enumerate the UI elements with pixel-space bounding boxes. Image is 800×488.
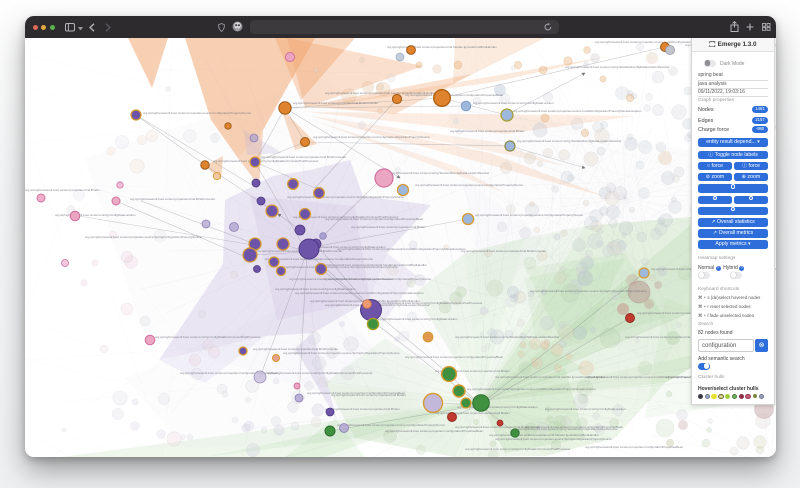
svg-text:org.springframework.boot.conte: org.springframework.boot.context.propert… (143, 111, 251, 115)
svg-text:org.springframework.boot.conte: org.springframework.boot.context.propert… (25, 188, 100, 192)
svg-text:org.springframework.boot.conte: org.springframework.boot.context.config.… (155, 335, 261, 339)
svg-text:org.springframework.boot.conte: org.springframework.boot.context.config.… (267, 371, 373, 375)
svg-text:org.springframework.boot.conte: org.springframework.boot.context.config.… (385, 171, 490, 175)
svg-text:org.springframework.boot.conte: org.springframework.boot.context.config.… (377, 317, 458, 321)
svg-text:org.springframework.boot.conte: org.springframework.boot.context.propert… (405, 93, 503, 97)
svg-text:org.springframework.boot.conte: org.springframework.boot.context.propert… (323, 277, 431, 281)
svg-text:org.springframework.boot.conte: org.springframework.boot.context.propert… (313, 135, 430, 139)
svg-text:org.springframework.boot.conte: org.springframework.boot.context.propert… (475, 213, 583, 217)
svg-text:org.springframework.boot.conte: org.springframework.boot.context.propert… (337, 247, 466, 251)
svg-text:org.springframework.boot.conte: org.springframework.boot.context.config.… (293, 215, 399, 219)
svg-text:org.springframework.boot.conte: org.springframework.boot.context.propert… (595, 40, 724, 44)
svg-text:org.springframework.boot.conte: org.springframework.boot.context.propert… (261, 155, 346, 159)
svg-text:org.springframework.boot.conte: org.springframework.boot.context.propert… (585, 375, 714, 379)
svg-text:org.springframework.boot.conte: org.springframework.boot.context.propert… (585, 445, 683, 449)
svg-text:org.springframework.boot.conte: org.springframework.boot.context.propert… (331, 393, 406, 397)
svg-text:org.springframework.boot.conte: org.springframework.boot.context.propert… (293, 101, 378, 105)
svg-text:org.springframework.boot.conte: org.springframework.boot.context.config.… (275, 287, 356, 291)
svg-text:org.springframework.boot.conte: org.springframework.boot.context.propert… (325, 407, 400, 411)
svg-text:org.springframework.boot.conte: org.springframework.boot.context.propert… (387, 45, 497, 49)
svg-text:org.springframework.boot.conte: org.springframework.boot.context.propert… (351, 225, 426, 229)
svg-text:org.springframework.boot.conte: org.springframework.boot.context.propert… (435, 369, 510, 373)
svg-text:org.springframework.boot.conte: org.springframework.boot.context.config.… (565, 65, 670, 69)
svg-text:org.springframework.boot.conte: org.springframework.boot.context.config.… (457, 405, 538, 409)
svg-text:org.springframework.boot.conte: org.springframework.boot.context.propert… (625, 335, 700, 339)
svg-text:org.springframework.boot.conte: org.springframework.boot.context.config.… (455, 335, 560, 339)
svg-text:org.springframework.boot.conte: org.springframework.boot.context.propert… (325, 217, 423, 221)
svg-text:org.springframework.boot.conte: org.springframework.boot.context.config.… (517, 139, 622, 143)
svg-text:org.springframework.boot.conte: org.springframework.boot.context.propert… (317, 263, 427, 267)
svg-text:org.springframework.boot.conte: org.springframework.boot.context.propert… (283, 351, 400, 355)
svg-text:org.springframework.boot.conte: org.springframework.boot.context.config.… (213, 159, 319, 163)
svg-text:org.springframework.boot.conte: org.springframework.boot.context.propert… (530, 289, 647, 293)
svg-text:org.springframework.boot.conte: org.springframework.boot.context.propert… (325, 91, 435, 95)
svg-text:org.springframework.boot.conte: org.springframework.boot.context.propert… (307, 391, 405, 395)
svg-text:org.springframework.boot.conte: org.springframework.boot.context.propert… (450, 129, 525, 133)
svg-text:org.springframework.boot.conte: org.springframework.boot.context.propert… (180, 371, 278, 375)
svg-text:org.springframework.boot.conte: org.springframework.boot.context.config.… (289, 277, 394, 281)
svg-text:org.springframework.boot.conte: org.springframework.boot.context.propert… (495, 437, 612, 441)
svg-text:org.springframework.boot.conte: org.springframework.boot.context.propert… (435, 411, 510, 415)
svg-text:org.springframework.boot.conte: org.springframework.boot.context.propert… (525, 425, 623, 429)
svg-text:org.springframework.boot.conte: org.springframework.boot.context.propert… (85, 235, 202, 239)
svg-text:org.springframework.boot.conte: org.springframework.boot.context.propert… (513, 109, 642, 113)
svg-text:org.springframework.boot.conte: org.springframework.boot.context.propert… (489, 433, 599, 437)
svg-text:org.springframework.boot.conte: org.springframework.boot.context.config.… (465, 447, 571, 451)
svg-text:org.springframework.boot.conte: org.springframework.boot.context.config.… (545, 407, 626, 411)
svg-text:org.springframework.boot.conte: org.springframework.boot.context.config.… (473, 101, 554, 105)
svg-text:org.springframework.boot.conte: org.springframework.boot.context.propert… (337, 423, 445, 427)
svg-text:org.springframework.boot.conte: org.springframework.boot.context.propert… (287, 195, 404, 199)
svg-text:org.springframework.boot.conte: org.springframework.boot.context.propert… (130, 197, 215, 201)
svg-text:org.springframework.boot.conte: org.springframework.boot.context.config.… (305, 245, 386, 249)
svg-text:org.springframework.boot.conte: org.springframework.boot.context.config.… (55, 213, 136, 217)
svg-text:org.springframework.boot.conte: org.springframework.boot.context.propert… (415, 183, 523, 187)
svg-text:org.springframework.boot.conte: org.springframework.boot.context.propert… (385, 429, 483, 433)
svg-text:org.springframework.boot.conte: org.springframework.boot.context.propert… (461, 249, 546, 253)
svg-text:org.springframework.boot.conte: org.springframework.boot.context.propert… (467, 387, 596, 391)
svg-text:org.springframework.boot.conte: org.springframework.boot.context.config.… (513, 427, 618, 431)
svg-text:org.springframework.boot.conte: org.springframework.boot.context.propert… (265, 257, 373, 261)
svg-text:org.springframework.boot.conte: org.springframework.boot.context.propert… (295, 291, 424, 295)
svg-text:org.springframework.boot.conte: org.springframework.boot.context.propert… (281, 265, 398, 269)
svg-text:org.springframework.boot.conte: org.springframework.boot.context.propert… (253, 347, 338, 351)
svg-text:org.springframework.boot.conte: org.springframework.boot.context.propert… (405, 355, 503, 359)
svg-text:org.springframework.boot.conte: org.springframework.boot.context.config.… (377, 301, 483, 305)
svg-text:org.springframework.boot.conte: org.springframework.boot.context.propert… (455, 425, 540, 429)
svg-text:org.springframework.boot.conte: org.springframework.boot.context.propert… (495, 375, 605, 379)
